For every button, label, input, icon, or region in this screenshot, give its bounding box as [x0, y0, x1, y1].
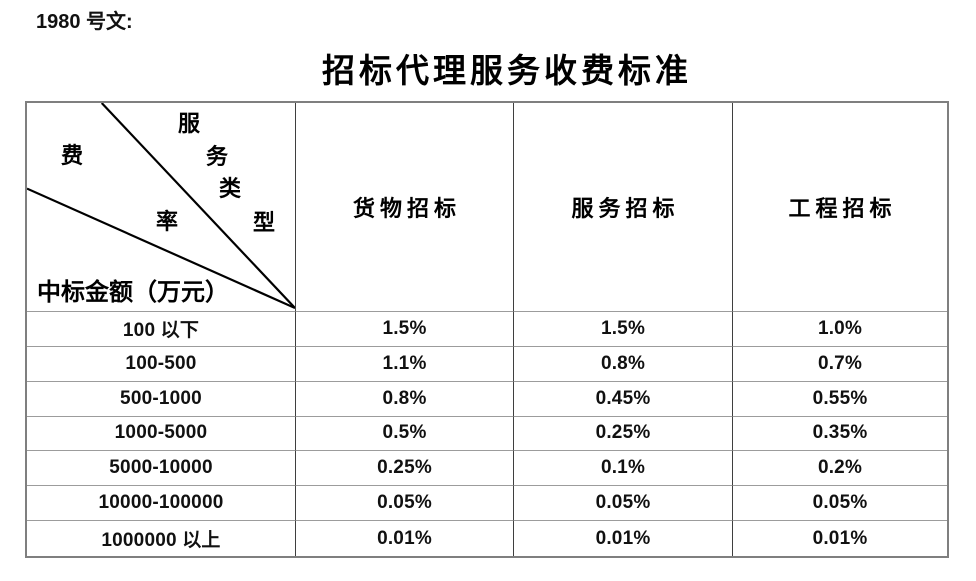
fee-value-cell: 0.35% [733, 417, 947, 452]
amount-range-cell: 100 以下 [27, 312, 296, 347]
amount-range-cell: 10000-100000 [27, 486, 296, 522]
col-header-service-bidding: 服务招标 [514, 103, 733, 312]
amount-range-cell: 1000000 以上 [27, 521, 296, 556]
fee-value-cell: 0.1% [514, 451, 733, 487]
diagonal-header-cell: 费 服 务 类 率 型 中标金额（万元） [27, 103, 296, 312]
fee-value-cell: 1.0% [733, 312, 947, 347]
fee-value-cell: 0.7% [733, 347, 947, 382]
amount-range-cell: 5000-10000 [27, 451, 296, 487]
fee-value-cell: 0.8% [514, 346, 733, 382]
service-type-char: 服 [178, 111, 201, 136]
diagonal-divider-lines [27, 103, 295, 310]
fee-value-cell: 1.5% [514, 312, 733, 347]
fee-value-cell: 0.05% [514, 486, 733, 522]
fee-value-cell: 1.5% [296, 312, 514, 347]
diagonal-line-upper [100, 103, 295, 309]
fee-value-cell: 0.8% [296, 381, 514, 417]
row-axis-label: 中标金额（万元） [37, 280, 229, 306]
diagonal-line-lower [27, 187, 295, 310]
service-type-char: 类 [219, 176, 242, 201]
fee-value-cell: 0.05% [733, 486, 947, 522]
fee-value-cell: 0.01% [296, 521, 514, 556]
fee-value-cell: 0.01% [514, 521, 733, 556]
fee-standard-table: 费 服 务 类 率 型 中标金额（万元） 货物招标 服务招标 工程招标 100 … [25, 101, 949, 558]
doc-number-label: 1980 号文: [36, 11, 133, 33]
fee-axis-char: 费 [61, 143, 84, 168]
fee-value-cell: 0.2% [733, 451, 947, 487]
amount-range-cell: 1000-5000 [27, 416, 296, 452]
service-type-char: 务 [206, 144, 229, 169]
fee-value-cell: 0.55% [733, 382, 947, 417]
fee-value-cell: 0.01% [812, 527, 868, 549]
fee-value-cell: 0.25% [514, 416, 733, 452]
amount-range-cell: 100-500 [27, 346, 296, 382]
fee-axis-char: 率 [156, 209, 179, 234]
amount-range-cell: 500-1000 [27, 381, 296, 417]
service-type-char: 型 [253, 210, 276, 235]
col-header-works-bidding: 工程招标 [733, 103, 947, 312]
fee-value-cell: 0.45% [514, 381, 733, 417]
fee-value-cell: 1.1% [296, 346, 514, 382]
page-title: 招标代理服务收费标准 [322, 54, 692, 90]
col-header-goods-bidding: 货物招标 [296, 103, 514, 312]
fee-value-cell: 0.25% [296, 451, 514, 487]
fee-value-cell: 0.05% [296, 486, 514, 522]
fee-value-cell: 0.5% [296, 416, 514, 452]
